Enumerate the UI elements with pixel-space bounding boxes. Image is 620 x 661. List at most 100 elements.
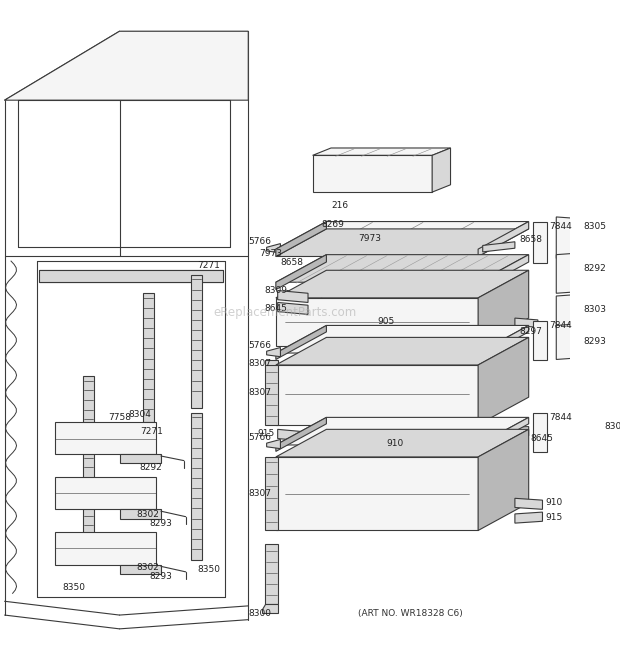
Polygon shape xyxy=(515,498,542,510)
Polygon shape xyxy=(267,244,280,253)
Text: 8293: 8293 xyxy=(149,519,172,527)
Polygon shape xyxy=(533,221,547,263)
Text: 8658: 8658 xyxy=(280,258,303,268)
Text: 8645: 8645 xyxy=(265,305,288,313)
Text: 5766: 5766 xyxy=(248,237,272,247)
Text: 7844: 7844 xyxy=(549,321,572,330)
Polygon shape xyxy=(55,477,156,510)
Polygon shape xyxy=(556,217,582,258)
Polygon shape xyxy=(276,270,529,298)
Polygon shape xyxy=(276,254,529,282)
Polygon shape xyxy=(276,325,326,360)
Text: 5766: 5766 xyxy=(248,433,272,442)
Polygon shape xyxy=(38,270,223,282)
Polygon shape xyxy=(478,430,529,531)
Text: 8350: 8350 xyxy=(198,564,221,574)
Polygon shape xyxy=(478,337,529,425)
Text: 8297: 8297 xyxy=(520,327,542,336)
Polygon shape xyxy=(265,544,278,604)
Text: 8658: 8658 xyxy=(520,235,542,245)
Polygon shape xyxy=(262,604,278,613)
Text: 8303: 8303 xyxy=(584,305,607,315)
Text: 8300: 8300 xyxy=(248,609,272,618)
Text: 915: 915 xyxy=(545,513,562,522)
Polygon shape xyxy=(276,430,529,457)
Polygon shape xyxy=(267,440,280,449)
Polygon shape xyxy=(556,294,582,329)
Text: 8302: 8302 xyxy=(136,510,159,520)
Text: 8307: 8307 xyxy=(248,359,272,368)
Polygon shape xyxy=(276,229,529,256)
Polygon shape xyxy=(120,564,161,574)
Polygon shape xyxy=(278,430,308,442)
Polygon shape xyxy=(276,254,326,290)
Text: 7271: 7271 xyxy=(198,261,221,270)
Text: 910: 910 xyxy=(545,498,562,508)
Polygon shape xyxy=(464,426,529,438)
Text: 8307: 8307 xyxy=(248,489,272,498)
Polygon shape xyxy=(483,242,515,252)
Text: 8307: 8307 xyxy=(248,388,272,397)
Text: 7844: 7844 xyxy=(549,221,572,231)
Text: 216: 216 xyxy=(331,202,348,210)
Polygon shape xyxy=(312,148,451,155)
Text: 905: 905 xyxy=(377,317,394,327)
Polygon shape xyxy=(55,422,156,454)
Text: 7973: 7973 xyxy=(259,249,282,258)
Polygon shape xyxy=(556,253,582,293)
Text: 915: 915 xyxy=(257,430,275,438)
Polygon shape xyxy=(120,510,161,518)
Text: 910: 910 xyxy=(386,439,404,447)
Text: 7758: 7758 xyxy=(108,413,131,422)
Polygon shape xyxy=(276,417,529,445)
Polygon shape xyxy=(515,512,542,523)
Text: 8645: 8645 xyxy=(531,434,554,443)
Polygon shape xyxy=(432,148,451,192)
Polygon shape xyxy=(82,376,94,560)
Polygon shape xyxy=(478,325,529,360)
Polygon shape xyxy=(276,325,529,353)
Text: eReplacementParts.com: eReplacementParts.com xyxy=(213,306,356,319)
Polygon shape xyxy=(478,221,529,256)
Polygon shape xyxy=(265,457,278,531)
Polygon shape xyxy=(120,454,161,463)
Polygon shape xyxy=(533,321,547,360)
Text: 5766: 5766 xyxy=(248,341,272,350)
Polygon shape xyxy=(276,457,478,531)
Text: 8301: 8301 xyxy=(604,422,620,431)
Polygon shape xyxy=(312,430,459,442)
Polygon shape xyxy=(478,270,529,346)
Polygon shape xyxy=(276,221,529,249)
Polygon shape xyxy=(276,417,326,451)
Text: 7271: 7271 xyxy=(140,427,162,436)
Text: 7973: 7973 xyxy=(358,233,381,243)
Polygon shape xyxy=(191,275,202,408)
Polygon shape xyxy=(276,337,529,365)
Text: 8293: 8293 xyxy=(149,572,172,581)
Polygon shape xyxy=(278,303,308,315)
Text: 8302: 8302 xyxy=(136,563,159,572)
Polygon shape xyxy=(478,254,529,290)
Polygon shape xyxy=(191,412,202,560)
Text: 8350: 8350 xyxy=(63,583,86,592)
Text: 8269: 8269 xyxy=(322,220,345,229)
Polygon shape xyxy=(55,532,156,564)
Polygon shape xyxy=(4,31,248,100)
Polygon shape xyxy=(276,221,326,256)
Text: 7844: 7844 xyxy=(549,413,572,422)
Polygon shape xyxy=(267,348,280,357)
Polygon shape xyxy=(478,417,529,451)
Polygon shape xyxy=(515,318,538,327)
Polygon shape xyxy=(556,324,582,360)
Text: (ART NO. WR18328 C6): (ART NO. WR18328 C6) xyxy=(358,609,463,617)
Text: 8309: 8309 xyxy=(265,286,288,295)
Text: 8292: 8292 xyxy=(584,264,606,273)
Text: 8304: 8304 xyxy=(129,410,152,419)
Polygon shape xyxy=(533,412,547,452)
Polygon shape xyxy=(265,365,278,425)
Text: 8292: 8292 xyxy=(140,463,162,473)
Text: 8305: 8305 xyxy=(584,221,607,231)
Polygon shape xyxy=(287,290,322,301)
Polygon shape xyxy=(265,360,278,366)
Polygon shape xyxy=(276,298,478,346)
